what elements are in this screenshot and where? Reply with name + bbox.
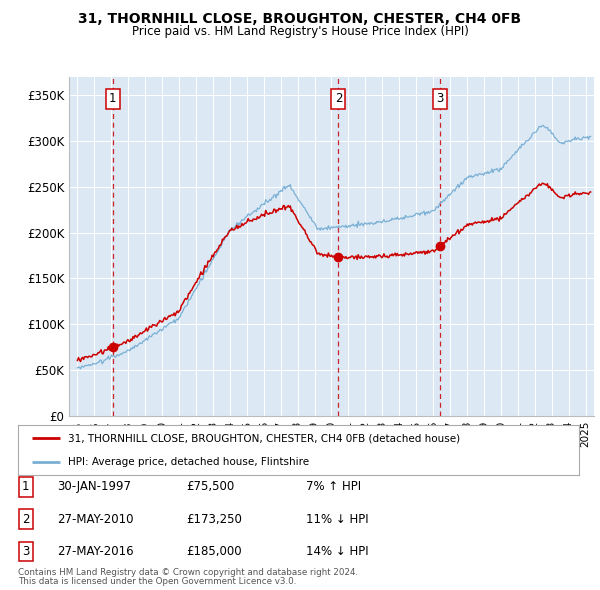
- Text: 1: 1: [109, 92, 116, 105]
- Text: Contains HM Land Registry data © Crown copyright and database right 2024.: Contains HM Land Registry data © Crown c…: [18, 568, 358, 577]
- Text: 30-JAN-1997: 30-JAN-1997: [57, 480, 131, 493]
- Text: £185,000: £185,000: [186, 545, 242, 558]
- Text: 27-MAY-2016: 27-MAY-2016: [57, 545, 134, 558]
- Text: 27-MAY-2010: 27-MAY-2010: [57, 513, 133, 526]
- Text: 14% ↓ HPI: 14% ↓ HPI: [306, 545, 368, 558]
- Text: 2: 2: [22, 513, 29, 526]
- Text: 31, THORNHILL CLOSE, BROUGHTON, CHESTER, CH4 0FB (detached house): 31, THORNHILL CLOSE, BROUGHTON, CHESTER,…: [68, 433, 461, 443]
- Text: HPI: Average price, detached house, Flintshire: HPI: Average price, detached house, Flin…: [68, 457, 310, 467]
- Text: Price paid vs. HM Land Registry's House Price Index (HPI): Price paid vs. HM Land Registry's House …: [131, 25, 469, 38]
- Text: 2: 2: [335, 92, 342, 105]
- Text: 7% ↑ HPI: 7% ↑ HPI: [306, 480, 361, 493]
- Text: 3: 3: [436, 92, 444, 105]
- Text: 31, THORNHILL CLOSE, BROUGHTON, CHESTER, CH4 0FB: 31, THORNHILL CLOSE, BROUGHTON, CHESTER,…: [79, 12, 521, 26]
- Text: This data is licensed under the Open Government Licence v3.0.: This data is licensed under the Open Gov…: [18, 578, 296, 586]
- Text: 11% ↓ HPI: 11% ↓ HPI: [306, 513, 368, 526]
- Text: £75,500: £75,500: [186, 480, 234, 493]
- Text: 3: 3: [22, 545, 29, 558]
- Text: £173,250: £173,250: [186, 513, 242, 526]
- Text: 1: 1: [22, 480, 29, 493]
